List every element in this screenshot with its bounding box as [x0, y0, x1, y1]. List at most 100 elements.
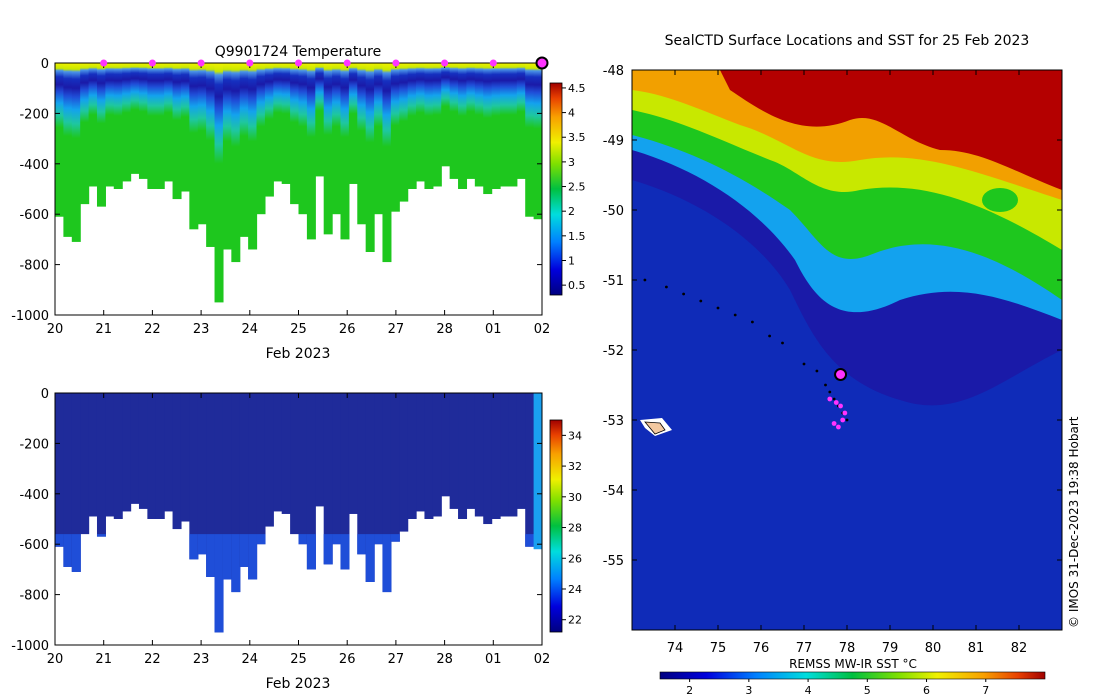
salinity-x-axis: 20 21 22 23 24 25 26 27 28 01 02	[47, 393, 551, 667]
temperature-profile-bar	[113, 63, 123, 189]
temperature-x-axis-label: Feb 2023	[266, 346, 331, 362]
lat-tick-label: -53	[603, 414, 624, 429]
profile-point	[840, 417, 846, 423]
salinity-profile-bar	[231, 393, 241, 593]
salinity-deep-bar	[306, 534, 316, 570]
temperature-profile-bar	[474, 63, 484, 187]
lon-tick-label: 82	[1011, 641, 1028, 656]
salinity-profile-bar	[306, 393, 316, 570]
temperature-profile-bar	[508, 63, 518, 187]
salinity-deep-bar	[382, 534, 392, 593]
salinity-profile-bar	[239, 393, 249, 567]
salinity-profile-bar	[281, 393, 291, 514]
salinity-profile-bar	[138, 393, 148, 509]
credit-text: © IMOS 31-Dec-2023 19:38 Hobart	[1067, 416, 1081, 628]
temperature-profile-bar	[407, 63, 417, 189]
sst-colorbar-ticks: 2 3 4 5 6 7	[686, 679, 989, 697]
track-point	[815, 369, 819, 373]
colorbar-tick-label: 28	[568, 522, 582, 535]
lat-tick-label: -49	[603, 134, 624, 149]
temperature-profile-bar	[466, 63, 476, 179]
colorbar-tick-label: 1	[568, 254, 575, 267]
salinity-deep-bar	[189, 534, 199, 560]
temperature-surface-markers	[100, 56, 549, 70]
colorbar-tick-label: 24	[568, 583, 582, 596]
profile-point	[836, 424, 841, 430]
map-longitude-axis: 74 75 76 77 78 79 80 81 82	[667, 70, 1028, 656]
surface-marker	[489, 59, 497, 67]
map-title: SealCTD Surface Locations and SST for 25…	[665, 33, 1030, 49]
lat-tick-label: -50	[603, 204, 624, 219]
surface-marker	[148, 59, 156, 67]
temperature-profile-bar	[189, 63, 199, 230]
y-tick-label: -600	[19, 208, 49, 223]
x-tick-label: 24	[242, 322, 259, 337]
sst-colorbar-tick-label: 5	[864, 684, 871, 697]
temperature-profile-bar	[138, 63, 148, 179]
lon-tick-label: 81	[968, 641, 985, 656]
sst-field	[632, 70, 1062, 630]
x-tick-label: 20	[47, 322, 64, 337]
temperature-y-axis: 0 -200 -400 -600 -800 -1000	[11, 57, 542, 324]
lat-tick-label: -48	[603, 64, 624, 79]
salinity-profile-bar	[55, 393, 64, 547]
salinity-deep-bar	[239, 534, 249, 567]
salinity-deep-bar	[365, 534, 375, 582]
y-tick-label: -200	[19, 107, 49, 122]
temperature-profile-bar	[130, 63, 140, 174]
temperature-profile-bar	[197, 63, 207, 225]
salinity-profile-bar	[264, 393, 274, 527]
x-tick-label: 01	[485, 652, 502, 667]
track-point	[824, 383, 827, 387]
x-tick-label: 02	[534, 652, 551, 667]
salinity-profile-bar	[525, 393, 535, 547]
temperature-profile-bar	[432, 63, 442, 187]
sst-eddy	[982, 188, 1018, 212]
sst-warm-core	[720, 70, 1062, 190]
salinity-deep-bar	[63, 534, 73, 567]
salinity-profile-bars	[55, 393, 542, 633]
temperature-profile-bar	[332, 63, 342, 215]
sst-colorbar-tick-label: 3	[745, 684, 752, 697]
profile-point	[831, 421, 837, 426]
lon-tick-label: 77	[796, 641, 813, 656]
salinity-profile-bar	[206, 393, 216, 577]
temperature-profile-bar	[516, 63, 526, 179]
temperature-profile-bar	[105, 63, 115, 187]
salinity-profile-bar	[474, 393, 484, 517]
salinity-deep-bar	[248, 534, 258, 580]
colorbar-tick-label: 0.5	[568, 279, 586, 292]
temperature-profile-bar	[55, 63, 64, 217]
sst-colorbar-tick-label: 4	[805, 684, 812, 697]
temperature-section-plot: Q9901724 Temperature 20 21 22 23 24 25 26 27 28 0…	[11, 44, 585, 362]
salinity-profile-bar	[508, 393, 518, 517]
salinity-profile-bar	[424, 393, 434, 519]
temperature-profile-bar	[357, 63, 367, 225]
salinity-profile-bar	[290, 393, 300, 535]
temperature-profile-bar	[71, 63, 81, 242]
profile-point	[833, 400, 839, 405]
sst-colorbar-tick-label: 7	[982, 684, 989, 697]
profile-point	[838, 403, 843, 409]
salinity-profile-bar	[449, 393, 459, 509]
track-point	[845, 418, 849, 422]
temperature-profile-bar	[483, 63, 493, 195]
salinity-profile-bar	[96, 393, 106, 537]
colorbar-tick-label: 22	[568, 614, 582, 627]
y-tick-label: 0	[41, 57, 49, 72]
seal-track	[643, 278, 849, 422]
temperature-profile-bar	[374, 63, 384, 215]
x-tick-label: 26	[339, 652, 356, 667]
temperature-profile-bar	[340, 63, 350, 240]
track-point	[716, 306, 720, 310]
surface-marker	[392, 59, 400, 67]
x-tick-label: 02	[534, 322, 551, 337]
salinity-profile-bar	[500, 393, 510, 517]
salinity-profile-bar	[256, 393, 266, 545]
salinity-deep-bar	[390, 534, 400, 542]
y-tick-label: -1000	[11, 309, 49, 324]
salinity-y-axis: 0 -200 -400 -600 -800 -1000	[11, 387, 542, 654]
colorbar-tick-label: 2	[568, 205, 575, 218]
x-tick-label: 23	[193, 652, 210, 667]
temperature-profile-bar	[273, 63, 283, 182]
